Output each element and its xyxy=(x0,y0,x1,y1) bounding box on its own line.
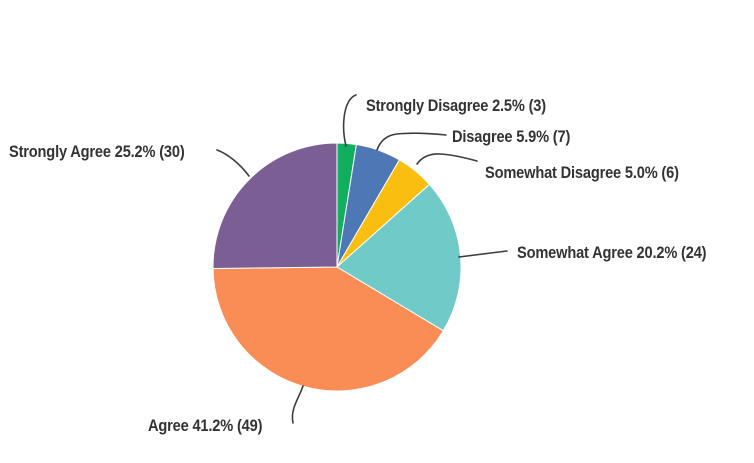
leader-line-agree xyxy=(291,385,304,424)
slice-label-somewhat-agree: Somewhat Agree 20.2% (24) xyxy=(517,243,707,262)
slice-label-agree: Agree 41.2% (49) xyxy=(148,416,263,435)
slice-label-strongly-disagree: Strongly Disagree 2.5% (3) xyxy=(366,96,546,115)
leader-line-somewhat-disagree xyxy=(416,153,478,165)
slice-label-disagree: Disagree 5.9% (7) xyxy=(452,127,571,146)
slice-label-strongly-agree: Strongly Agree 25.2% (30) xyxy=(9,142,185,161)
pie-slice-agree[interactable] xyxy=(212,266,444,392)
leader-lines xyxy=(216,94,508,424)
slice-label-somewhat-disagree: Somewhat Disagree 5.0% (6) xyxy=(485,163,679,182)
leader-line-strongly-disagree xyxy=(342,94,357,147)
pie-slice-somewhat-agree[interactable] xyxy=(336,183,462,332)
leader-line-somewhat-agree xyxy=(458,250,508,258)
pie-slice-strongly-agree[interactable] xyxy=(212,142,338,270)
leader-line-disagree xyxy=(376,132,447,151)
pie-slices xyxy=(212,142,462,392)
leader-line-strongly-agree xyxy=(216,149,250,177)
